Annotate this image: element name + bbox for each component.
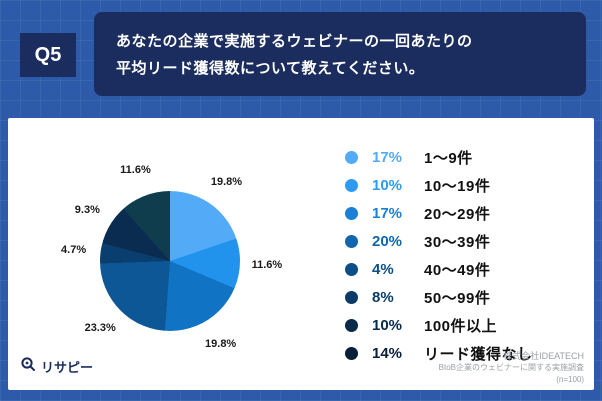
legend-percent: 17% [372,148,403,166]
legend-percent: 17% [372,204,403,222]
legend-label: 20〜29件 [424,205,491,223]
magnifier-icon [20,356,36,377]
legend-item: 17% 20〜29件 [345,202,533,224]
question-number-label: Q5 [34,43,62,66]
legend-item: 10% 10〜19件 [345,174,533,196]
legend-color-dot [345,346,358,360]
legend-label: 30〜39件 [424,233,491,251]
pie-slice-label: 23.3% [84,322,116,335]
brand-name: リサピー [41,360,94,375]
question-box: あなたの企業で実施するウェビナーの一回あたりの 平均リード獲得数について教えてく… [94,12,586,96]
legend-percent: 20% [372,232,403,250]
pie-slice-label: 19.8% [210,176,243,189]
legend-item: 10% 100件以上 [345,314,533,336]
legend-item: 4% 40〜49件 [345,258,533,280]
pie-slice-label: 11.6% [120,164,151,177]
legend-color-dot [345,178,358,192]
legend-color-dot [345,318,358,332]
question-number-badge: Q5 [20,33,76,77]
credit-survey: BtoB企業のウェビナーに関する実施調査 [438,363,584,372]
pie-slice-label: 11.6% [251,258,283,271]
legend-color-dot [345,262,358,276]
legend-color-dot [345,290,358,304]
legend-label: 40〜49件 [424,261,491,279]
legend-item: 20% 30〜39件 [345,230,533,252]
legend-label: リード獲得なし [424,345,533,363]
pie-slice-label: 19.8% [205,337,237,350]
legend-color-dot [345,234,358,248]
legend-item: 17% 1〜9件 [345,146,533,168]
legend-percent: 14% [372,344,403,362]
pie-area: 19.8% 11.6% 19.8% 23.3% 4.7% 9.3% 11.6% [8,118,594,390]
legend-label: 50〜99件 [424,289,491,307]
pie-slice-label: 9.3% [74,204,100,217]
legend-percent: 8% [372,288,394,306]
pie-slice-label: 4.7% [61,244,87,257]
legend-percent: 10% [372,316,403,334]
legend-color-dot [345,150,358,164]
credit-sample-size: (n=100) [556,375,584,384]
legend-percent: 10% [372,176,403,194]
pie-chart [100,191,240,331]
legend-item: 8% 50〜99件 [345,286,533,308]
chart-card: 19.8% 11.6% 19.8% 23.3% 4.7% 9.3% 11.6% 17% 1〜9… [8,118,594,390]
legend-color-dot [345,206,358,220]
legend-label: 10〜19件 [424,177,491,195]
legend-item: 14% リード獲得なし [345,342,533,364]
credits: 株式会社IDEATECH BtoB企業のウェビナーに関する実施調査 (n=100… [439,350,584,386]
credit-company: 株式会社IDEATECH [503,351,584,361]
legend: 17% 1〜9件 10% 10〜19件 17% 20〜29件 20% 30〜39件 4% 40〜4… [345,146,533,364]
legend-label: 100件以上 [424,317,498,335]
question-text-line2: 平均リード獲得数について教えてください。 [116,60,425,77]
question-text-line1: あなたの企業で実施するウェビナーの一回あたりの [116,33,473,50]
legend-percent: 4% [372,260,394,278]
brand-logo: リサピー [20,356,93,377]
legend-label: 1〜9件 [424,149,473,167]
